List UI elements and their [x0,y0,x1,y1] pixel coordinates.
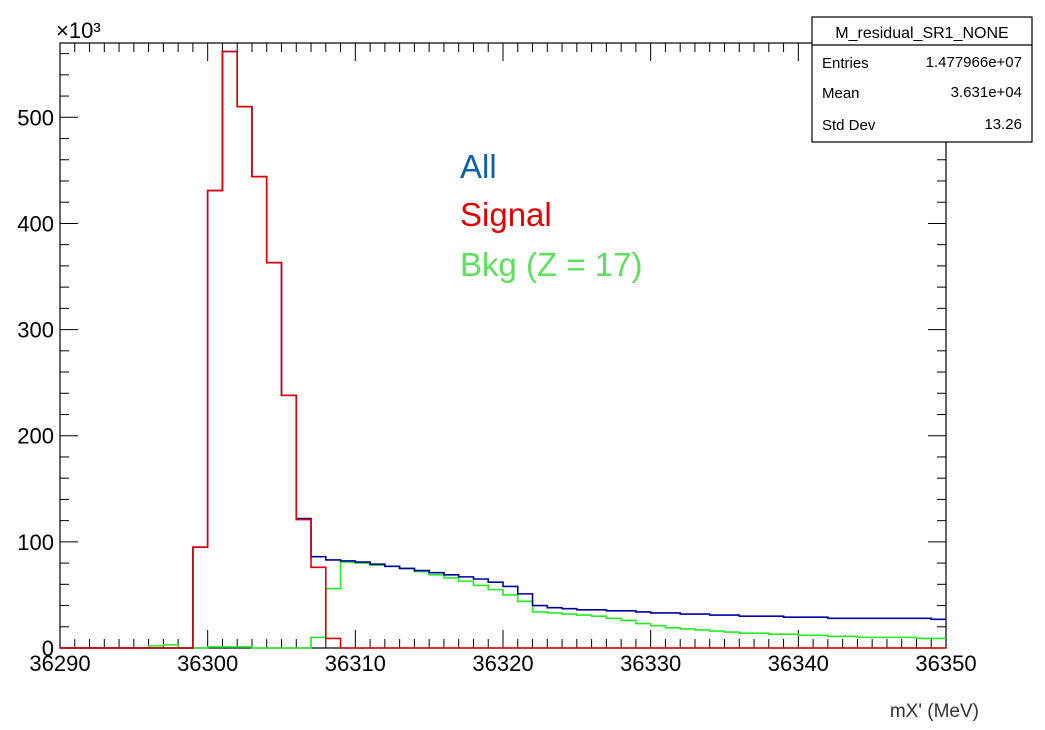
x-tick-label: 36330 [620,651,681,676]
stats-label-entries: Entries [822,55,869,72]
x-tick-label: 36300 [177,651,238,676]
stats-label-mean: Mean [822,85,860,102]
x-axis: 36290 36300 36310 36320 36330 36340 36350 [29,43,977,676]
stats-value-entries: 1.477966e+07 [926,54,1022,71]
stats-value-mean: 3.631e+04 [951,84,1022,101]
legend-entry-signal: Signal [460,196,552,233]
series-signal-histogram [60,50,946,649]
stats-box-title: M_residual_SR1_NONE [835,25,1008,42]
series-bkg-z-17-histogram [60,561,946,649]
stats-value-stddev: 13.26 [984,116,1022,133]
x-tick-label: 36350 [915,651,976,676]
y-axis: 0 100 200 300 400 500 [17,53,946,661]
x-axis-title: mX' (MeV) [890,701,979,722]
x-tick-label: 36340 [768,651,829,676]
y-tick-label: 0 [42,636,54,661]
y-tick-label: 400 [17,211,54,236]
x-tick-label: 36320 [472,651,533,676]
legend-entry-all: All [460,148,497,185]
legend: All Signal Bkg (Z = 17) [460,148,642,283]
x-tick-label: 36310 [325,651,386,676]
y-tick-label: 300 [17,318,54,343]
y-tick-label: 500 [17,105,54,130]
y-multiplier-label: ×10³ [56,18,101,43]
x-tick-label: 36290 [29,651,90,676]
stats-label-stddev: Std Dev [822,117,876,134]
legend-entry-bkg: Bkg (Z = 17) [460,246,642,283]
y-tick-label: 200 [17,424,54,449]
series-layer [60,50,946,649]
stats-box-frame [811,16,1033,143]
stats-box: M_residual_SR1_NONE Entries 1.477966e+07… [811,16,1033,143]
y-tick-label: 100 [17,530,54,555]
